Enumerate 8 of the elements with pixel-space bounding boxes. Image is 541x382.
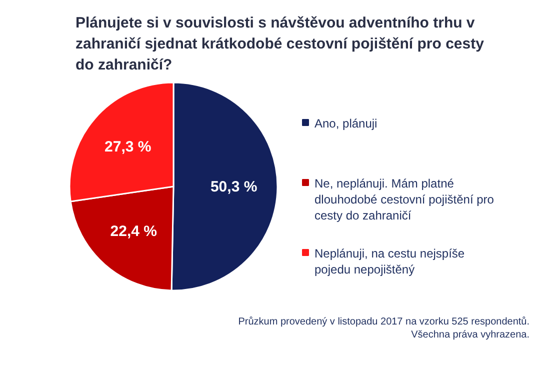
legend-label: Neplánuji, na cestu nejspíše pojedu nepojištěný xyxy=(314,246,465,276)
data-label: 50,3 % xyxy=(210,178,258,196)
chart-title: Plánujete si v souvislosti s návštěvou adventního trhu v zahraničí sjednat krátkodobé cestovní pojištění pro cesty do zahraničí? xyxy=(76,14,485,74)
legend-label: Ne, neplánuji. Mám platné dlouhodobé cestovní pojištění pro cesty do zahraničí xyxy=(314,176,494,222)
legend-label: Ano, plánuji xyxy=(314,116,378,130)
text: Průzkum provedený v listopadu 2017 na vzorku 525 respondentů. Všechna práva vyhrazena. xyxy=(238,316,530,340)
data-label: 22,4 % xyxy=(110,223,157,240)
data-label: 27,3 % xyxy=(104,138,152,156)
